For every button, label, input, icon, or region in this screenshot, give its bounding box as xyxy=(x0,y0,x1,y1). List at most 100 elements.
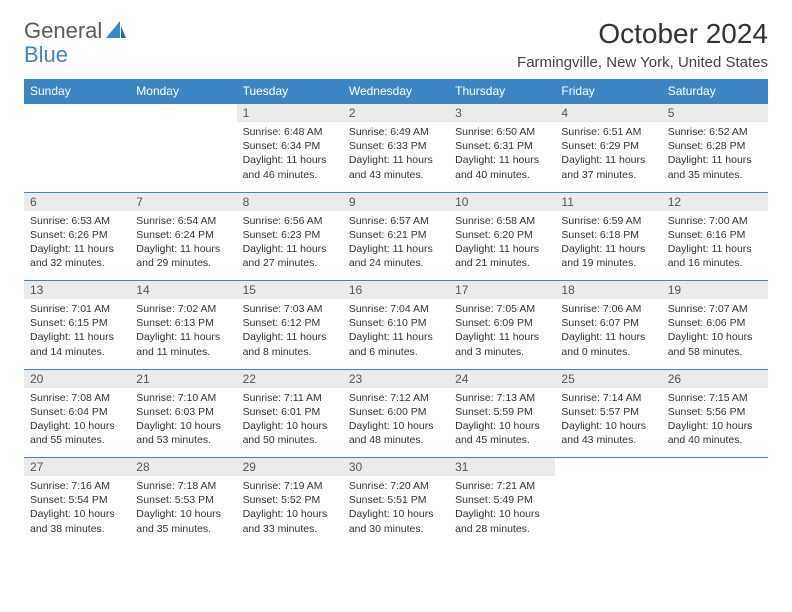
day-number: 24 xyxy=(449,369,555,388)
sunrise-text: Sunrise: 7:06 AM xyxy=(561,302,655,316)
daylight-text: Daylight: 10 hours xyxy=(30,419,124,433)
sunset-text: Sunset: 6:33 PM xyxy=(349,139,443,153)
sunset-text: Sunset: 6:09 PM xyxy=(455,316,549,330)
day-number: 5 xyxy=(662,104,768,123)
day-cell: Sunrise: 6:54 AMSunset: 6:24 PMDaylight:… xyxy=(130,211,236,281)
day-number: 22 xyxy=(237,369,343,388)
day-number: 9 xyxy=(343,192,449,211)
daylight-text: Daylight: 11 hours xyxy=(455,330,549,344)
daylight-text: Daylight: 11 hours xyxy=(243,330,337,344)
day-cell: Sunrise: 6:57 AMSunset: 6:21 PMDaylight:… xyxy=(343,211,449,281)
daylight-text: Daylight: 11 hours xyxy=(455,153,549,167)
day-number: 13 xyxy=(24,281,130,300)
day-number: 27 xyxy=(24,458,130,477)
daylight-text: Daylight: 11 hours xyxy=(561,330,655,344)
daylight-text-2: and 11 minutes. xyxy=(136,345,230,359)
sunset-text: Sunset: 6:31 PM xyxy=(455,139,549,153)
daylight-text-2: and 24 minutes. xyxy=(349,256,443,270)
day-number: 20 xyxy=(24,369,130,388)
daylight-text: Daylight: 10 hours xyxy=(668,330,762,344)
day-cell: Sunrise: 6:52 AMSunset: 6:28 PMDaylight:… xyxy=(662,122,768,192)
sunrise-text: Sunrise: 6:53 AM xyxy=(30,214,124,228)
sunset-text: Sunset: 5:59 PM xyxy=(455,405,549,419)
day-content-row: Sunrise: 6:53 AMSunset: 6:26 PMDaylight:… xyxy=(24,211,768,281)
logo-text-2: Blue xyxy=(24,42,68,67)
daylight-text-2: and 58 minutes. xyxy=(668,345,762,359)
weekday-header: Friday xyxy=(555,79,661,104)
sunrise-text: Sunrise: 7:13 AM xyxy=(455,391,549,405)
daylight-text-2: and 3 minutes. xyxy=(455,345,549,359)
sunrise-text: Sunrise: 7:00 AM xyxy=(668,214,762,228)
sunset-text: Sunset: 6:06 PM xyxy=(668,316,762,330)
daylight-text-2: and 27 minutes. xyxy=(243,256,337,270)
day-cell: Sunrise: 7:03 AMSunset: 6:12 PMDaylight:… xyxy=(237,299,343,369)
sunrise-text: Sunrise: 6:54 AM xyxy=(136,214,230,228)
daylight-text-2: and 40 minutes. xyxy=(455,168,549,182)
daylight-text-2: and 40 minutes. xyxy=(668,433,762,447)
daylight-text: Daylight: 10 hours xyxy=(349,419,443,433)
sunset-text: Sunset: 6:00 PM xyxy=(349,405,443,419)
sunrise-text: Sunrise: 6:59 AM xyxy=(561,214,655,228)
day-cell xyxy=(24,122,130,192)
sunset-text: Sunset: 6:04 PM xyxy=(30,405,124,419)
daylight-text-2: and 48 minutes. xyxy=(349,433,443,447)
day-cell: Sunrise: 7:16 AMSunset: 5:54 PMDaylight:… xyxy=(24,476,130,546)
sunrise-text: Sunrise: 6:48 AM xyxy=(243,125,337,139)
sunset-text: Sunset: 5:56 PM xyxy=(668,405,762,419)
sunset-text: Sunset: 6:10 PM xyxy=(349,316,443,330)
sunrise-text: Sunrise: 7:02 AM xyxy=(136,302,230,316)
day-number: 17 xyxy=(449,281,555,300)
sunset-text: Sunset: 6:03 PM xyxy=(136,405,230,419)
sunset-text: Sunset: 5:49 PM xyxy=(455,493,549,507)
day-cell: Sunrise: 7:15 AMSunset: 5:56 PMDaylight:… xyxy=(662,388,768,458)
day-cell: Sunrise: 7:12 AMSunset: 6:00 PMDaylight:… xyxy=(343,388,449,458)
sunrise-text: Sunrise: 6:51 AM xyxy=(561,125,655,139)
day-cell: Sunrise: 7:07 AMSunset: 6:06 PMDaylight:… xyxy=(662,299,768,369)
day-cell: Sunrise: 7:00 AMSunset: 6:16 PMDaylight:… xyxy=(662,211,768,281)
day-number: 4 xyxy=(555,104,661,123)
sunset-text: Sunset: 6:07 PM xyxy=(561,316,655,330)
day-number: 19 xyxy=(662,281,768,300)
day-number-row: 6789101112 xyxy=(24,192,768,211)
day-number: 11 xyxy=(555,192,661,211)
day-cell: Sunrise: 7:18 AMSunset: 5:53 PMDaylight:… xyxy=(130,476,236,546)
sunrise-text: Sunrise: 7:08 AM xyxy=(30,391,124,405)
sunset-text: Sunset: 6:21 PM xyxy=(349,228,443,242)
daylight-text: Daylight: 11 hours xyxy=(136,330,230,344)
daylight-text-2: and 38 minutes. xyxy=(30,522,124,536)
day-cell: Sunrise: 6:48 AMSunset: 6:34 PMDaylight:… xyxy=(237,122,343,192)
day-cell xyxy=(662,476,768,546)
sunset-text: Sunset: 6:24 PM xyxy=(136,228,230,242)
sunset-text: Sunset: 6:16 PM xyxy=(668,228,762,242)
daylight-text-2: and 55 minutes. xyxy=(30,433,124,447)
daylight-text: Daylight: 10 hours xyxy=(243,419,337,433)
day-number xyxy=(24,104,130,123)
sunrise-text: Sunrise: 7:20 AM xyxy=(349,479,443,493)
daylight-text: Daylight: 10 hours xyxy=(136,507,230,521)
day-cell: Sunrise: 6:56 AMSunset: 6:23 PMDaylight:… xyxy=(237,211,343,281)
daylight-text: Daylight: 10 hours xyxy=(349,507,443,521)
sunset-text: Sunset: 5:54 PM xyxy=(30,493,124,507)
day-number: 29 xyxy=(237,458,343,477)
day-number: 28 xyxy=(130,458,236,477)
daylight-text-2: and 46 minutes. xyxy=(243,168,337,182)
daylight-text-2: and 6 minutes. xyxy=(349,345,443,359)
sunset-text: Sunset: 6:23 PM xyxy=(243,228,337,242)
weekday-header: Wednesday xyxy=(343,79,449,104)
day-cell: Sunrise: 7:14 AMSunset: 5:57 PMDaylight:… xyxy=(555,388,661,458)
sunrise-text: Sunrise: 7:14 AM xyxy=(561,391,655,405)
sunrise-text: Sunrise: 7:10 AM xyxy=(136,391,230,405)
daylight-text: Daylight: 10 hours xyxy=(30,507,124,521)
daylight-text-2: and 45 minutes. xyxy=(455,433,549,447)
sunrise-text: Sunrise: 7:03 AM xyxy=(243,302,337,316)
sunrise-text: Sunrise: 7:11 AM xyxy=(243,391,337,405)
day-cell: Sunrise: 7:01 AMSunset: 6:15 PMDaylight:… xyxy=(24,299,130,369)
daylight-text-2: and 32 minutes. xyxy=(30,256,124,270)
sunset-text: Sunset: 6:20 PM xyxy=(455,228,549,242)
day-cell: Sunrise: 7:05 AMSunset: 6:09 PMDaylight:… xyxy=(449,299,555,369)
day-number: 8 xyxy=(237,192,343,211)
day-number-row: 20212223242526 xyxy=(24,369,768,388)
logo-text-1: General xyxy=(24,18,102,44)
daylight-text-2: and 35 minutes. xyxy=(668,168,762,182)
day-cell: Sunrise: 7:11 AMSunset: 6:01 PMDaylight:… xyxy=(237,388,343,458)
